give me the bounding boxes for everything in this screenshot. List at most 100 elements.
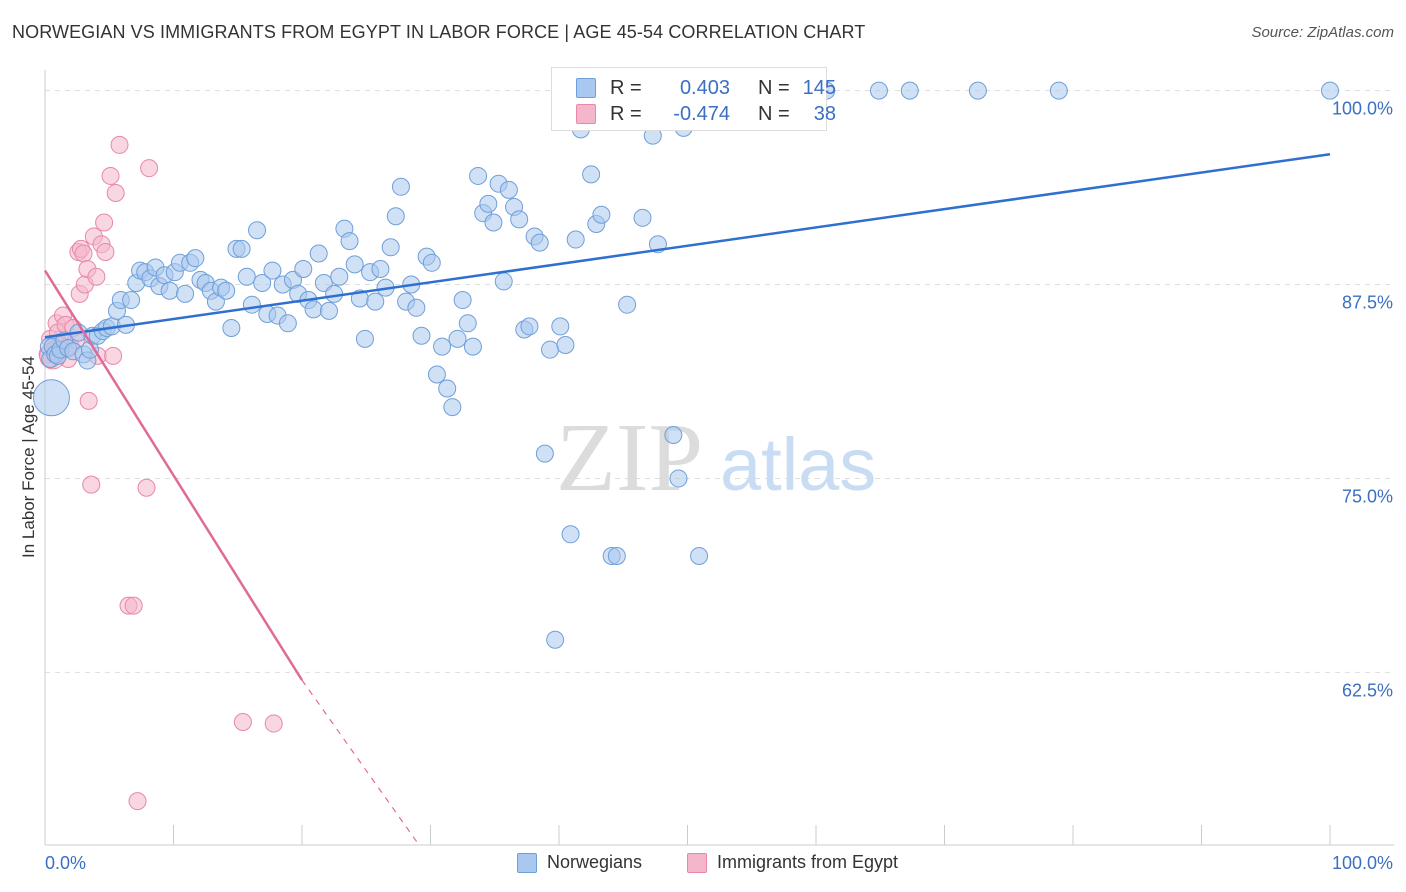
egypt-trend-extension: [301, 679, 419, 844]
norwegian-point: [453, 291, 472, 310]
norwegian-trend-line: [44, 152, 1331, 339]
norwegian-point: [664, 426, 683, 445]
norwegian-point: [355, 329, 374, 348]
watermark-zip: ZIP: [556, 404, 703, 512]
norwegian-point: [237, 267, 256, 286]
norwegian-point: [309, 244, 328, 263]
legend-swatch-blue: [517, 852, 537, 873]
egypt-point: [106, 184, 125, 203]
grid-lines: [45, 90, 1394, 673]
egypt-point: [137, 478, 156, 497]
norwegian-point: [499, 180, 518, 199]
r-value: 0.403: [679, 76, 730, 99]
legend-item-egypt: Immigrants from Egypt: [687, 852, 898, 873]
trend-lines: [43, 152, 1331, 844]
norwegian-point: [319, 301, 338, 320]
norwegian-point: [330, 267, 349, 286]
norwegian-point: [371, 260, 390, 279]
egypt-point: [87, 267, 106, 286]
norwegian-point: [443, 398, 462, 417]
norwegian-point: [690, 547, 709, 566]
norwegian-point: [438, 379, 457, 398]
norwegian-point: [263, 261, 282, 280]
norwegian-point: [381, 238, 400, 257]
norwegian-point: [520, 317, 539, 336]
stats-row-egypt: R = -0.474 N = 38: [576, 102, 836, 126]
norwegian-point: [340, 232, 359, 251]
norwegian-point: [1321, 81, 1339, 100]
norwegian-point: [494, 272, 513, 291]
egypt-point: [110, 135, 129, 154]
norwegian-point: [186, 249, 205, 268]
chart-source: Source: ZipAtlas.com: [1251, 24, 1394, 41]
norwegian-point: [458, 314, 477, 333]
norwegian-point: [427, 365, 446, 384]
egypt-point: [124, 596, 143, 615]
egypt-point: [101, 166, 120, 185]
norwegian-point: [232, 239, 251, 258]
egypt-point: [82, 475, 101, 494]
norwegian-point: [32, 379, 70, 417]
norwegian-point: [304, 300, 323, 319]
norwegian-point: [561, 525, 580, 544]
stats-row-norwegians: R = 0.403 N = 145: [576, 76, 836, 100]
watermark: ZIP atlas: [556, 404, 876, 512]
norwegian-point: [582, 165, 601, 184]
y-tick-label: 62.5%: [1342, 680, 1393, 700]
n-label: N =: [758, 102, 790, 125]
egypt-point: [104, 346, 123, 365]
norwegian-point: [900, 81, 919, 100]
norwegian-point: [469, 166, 488, 185]
norwegian-point: [176, 284, 195, 303]
egypt-trend-line: [43, 269, 304, 681]
y-axis-label: In Labor Force | Age 45-54: [19, 356, 38, 558]
norwegian-point: [386, 207, 405, 226]
norwegian-point: [433, 337, 452, 356]
norwegian-point: [968, 81, 987, 100]
norwegian-point: [607, 547, 626, 566]
y-tick-label: 75.0%: [1342, 486, 1393, 506]
y-tick-label: 87.5%: [1342, 293, 1393, 313]
egypt-point: [233, 712, 252, 731]
norwegian-point: [551, 317, 570, 336]
norwegian-point: [541, 340, 560, 359]
chart-title: NORWEGIAN VS IMMIGRANTS FROM EGYPT IN LA…: [12, 22, 866, 42]
x-tick-label: 100.0%: [1332, 853, 1393, 873]
norwegian-point: [618, 295, 637, 314]
r-value: -0.474: [673, 102, 730, 125]
norwegian-point: [242, 295, 261, 314]
egypt-point: [128, 792, 147, 811]
egypt-point: [140, 159, 159, 178]
egypt-point: [79, 391, 98, 410]
norwegian-point: [222, 318, 241, 337]
egypt-points: [38, 135, 283, 811]
norwegian-point: [510, 210, 529, 229]
norwegian-point: [535, 444, 554, 463]
tick-labels: 100.0% 87.5% 75.0% 62.5% 0.0% 100.0%: [45, 99, 1393, 873]
legend-label: Norwegians: [547, 852, 643, 872]
norwegian-point: [479, 194, 498, 213]
r-label: R =: [610, 102, 642, 125]
norwegian-point: [278, 314, 297, 333]
norwegian-point: [412, 326, 431, 345]
norwegian-point: [669, 469, 688, 488]
axes: [44, 70, 1394, 846]
norwegian-point: [325, 284, 344, 303]
legend-item-norwegians: Norwegians: [517, 852, 642, 873]
egypt-point: [96, 242, 115, 261]
norwegian-point: [633, 208, 652, 227]
norwegian-point: [422, 253, 441, 272]
norwegian-point: [217, 281, 236, 300]
legend-swatch-blue: [576, 78, 596, 98]
egypt-point: [264, 714, 283, 733]
norwegian-point: [869, 81, 888, 100]
egypt-point: [74, 244, 93, 263]
legend-swatch-pink: [576, 104, 596, 124]
norwegian-point: [391, 177, 410, 196]
norwegian-point: [407, 298, 426, 317]
r-label: R =: [610, 76, 642, 99]
norwegian-point: [463, 337, 482, 356]
norwegian-point: [253, 273, 272, 292]
norwegian-point: [248, 221, 267, 240]
